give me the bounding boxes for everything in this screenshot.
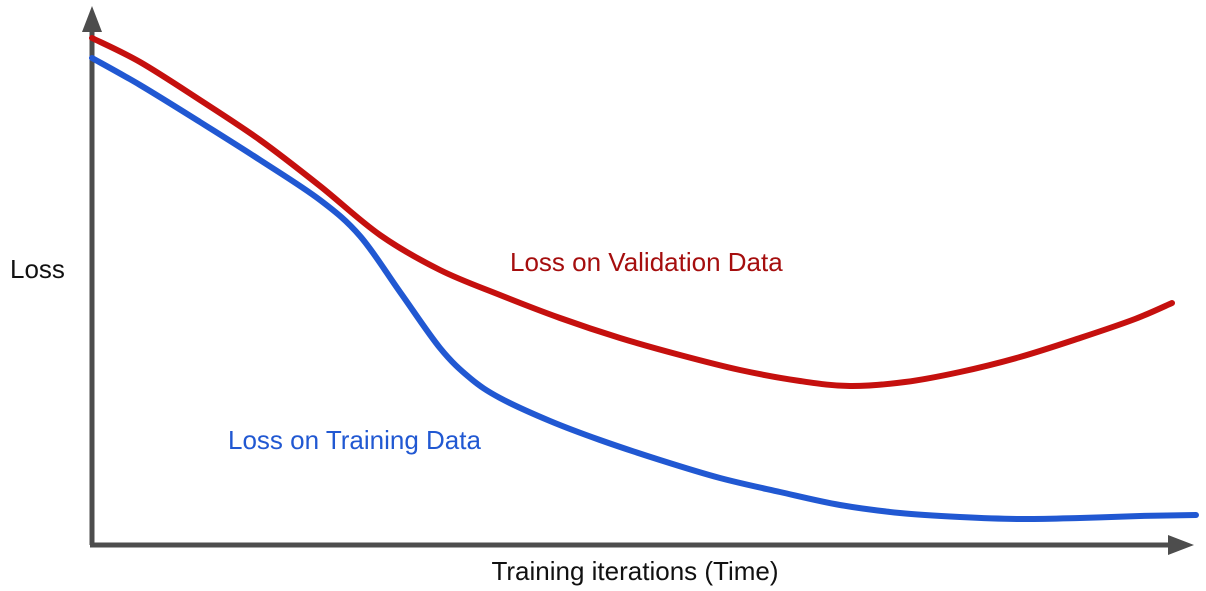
training-loss-curve <box>89 55 1199 523</box>
training-loss-label: Loss on Training Data <box>228 425 481 455</box>
validation-loss-label: Loss on Validation Data <box>510 247 783 277</box>
y-axis-label: Loss <box>10 254 65 284</box>
y-axis-arrow-icon <box>82 6 102 32</box>
x-axis-label: Training iterations (Time) <box>491 556 778 586</box>
validation-loss-curve <box>89 35 1175 390</box>
x-axis-arrow-icon <box>1168 535 1194 555</box>
axes <box>82 6 1194 555</box>
